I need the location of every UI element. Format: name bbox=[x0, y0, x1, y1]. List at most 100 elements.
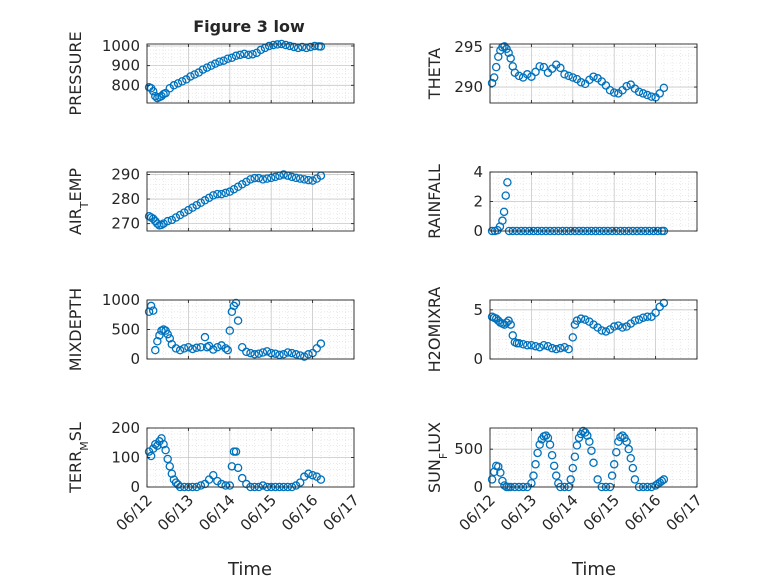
h2omixra-data-point bbox=[609, 322, 619, 331]
theta-y-tick-label: 290 bbox=[454, 78, 483, 96]
air-temp-data-point bbox=[208, 191, 218, 200]
terr-msl-data-point bbox=[237, 473, 247, 483]
sun-flux-axes-box bbox=[489, 427, 698, 488]
terr-msl-data-point bbox=[304, 469, 313, 478]
air-temp-data-point bbox=[196, 198, 206, 207]
air-temp-data-point bbox=[229, 184, 239, 194]
panel-air-temp: 270 280 290 AIRTEMP bbox=[66, 165, 355, 235]
pressure-axes-box bbox=[146, 43, 355, 104]
pressure-data-point bbox=[264, 41, 274, 51]
figure-title: Figure 3 low bbox=[193, 17, 305, 36]
rainfall-y-axis-label: RAINFALL bbox=[425, 164, 444, 239]
sun-flux-data-point bbox=[614, 437, 623, 446]
pressure-data-point bbox=[148, 86, 158, 96]
mixdepth-data-point bbox=[225, 326, 235, 335]
sun-flux-data-point bbox=[529, 471, 538, 480]
terr-msl-data-point bbox=[231, 447, 241, 456]
theta-data-point bbox=[568, 73, 578, 82]
air-temp-data-point bbox=[237, 180, 247, 189]
mixdepth-data-point bbox=[192, 343, 201, 353]
theta-data-point bbox=[514, 71, 524, 81]
terr-msl-data-point bbox=[217, 479, 226, 489]
air-temp-plot-area bbox=[147, 172, 354, 231]
sun-flux-data-point bbox=[547, 450, 557, 460]
mixdepth-data-point bbox=[254, 349, 264, 358]
h2omixra-data-point bbox=[618, 323, 627, 332]
air-temp-data-point bbox=[171, 213, 181, 222]
mixdepth-data-point bbox=[144, 307, 154, 317]
air-temp-y-tick-label: 280 bbox=[111, 190, 140, 208]
mixdepth-data-point bbox=[271, 349, 280, 358]
mixdepth-y-tick-label: 500 bbox=[111, 321, 140, 339]
h2omixra-axes-box bbox=[489, 299, 698, 360]
sun-flux-data-point bbox=[533, 448, 542, 458]
air-temp-data-point bbox=[304, 175, 313, 185]
h2omixra-data-point bbox=[539, 340, 549, 350]
mixdepth-y-tick-label: 1000 bbox=[102, 291, 140, 309]
theta-data-point bbox=[502, 44, 511, 54]
h2omixra-data-point bbox=[643, 312, 652, 321]
air-temp-data-point bbox=[153, 219, 162, 228]
theta-axes-box bbox=[489, 43, 698, 104]
pressure-y-tick-label: 900 bbox=[111, 57, 140, 75]
theta-data-point bbox=[531, 67, 540, 77]
mixdepth-data-point bbox=[200, 332, 210, 342]
theta-data-point bbox=[506, 54, 515, 63]
air-temp-data-point bbox=[246, 175, 255, 184]
theta-data-point bbox=[527, 72, 536, 81]
terr-msl-y-axis-label: TERRMSL bbox=[66, 422, 91, 494]
panel-theta: 290 295 THETA bbox=[425, 38, 698, 104]
mixdepth-y-axis-label: MIXDEPTH bbox=[66, 288, 85, 371]
h2omixra-data-point bbox=[547, 343, 557, 353]
sun-flux-data-point bbox=[587, 446, 596, 455]
theta-data-point bbox=[535, 62, 544, 71]
pressure-data-point bbox=[297, 42, 307, 52]
h2omixra-data-point bbox=[576, 314, 586, 323]
sun-flux-y-tick-label: 500 bbox=[454, 440, 483, 458]
h2omixra-data-point bbox=[556, 343, 565, 353]
pressure-data-point bbox=[269, 40, 278, 50]
mixdepth-y-tick-label: 0 bbox=[130, 350, 140, 368]
sun-flux-data-point bbox=[549, 461, 559, 471]
mixdepth-data-point bbox=[223, 345, 232, 355]
pressure-data-point bbox=[235, 50, 245, 60]
air-temp-axes-box bbox=[146, 171, 355, 232]
air-temp-data-point bbox=[192, 200, 201, 210]
pressure-data-point bbox=[173, 79, 183, 88]
pressure-data-point bbox=[190, 70, 199, 79]
sun-flux-data-point bbox=[585, 437, 594, 446]
h2omixra-data-point bbox=[527, 340, 536, 350]
terr-msl-y-tick-label: 200 bbox=[111, 419, 140, 437]
air-temp-data-point bbox=[271, 172, 280, 182]
air-temp-data-point bbox=[213, 189, 222, 199]
air-temp-data-point bbox=[159, 219, 168, 228]
air-temp-data-point bbox=[184, 205, 193, 215]
pressure-data-point bbox=[248, 49, 257, 59]
mixdepth-data-point bbox=[287, 348, 297, 358]
h2omixra-y-tick-label: 0 bbox=[473, 350, 483, 368]
mixdepth-data-point bbox=[221, 344, 230, 353]
rainfall-data-point bbox=[501, 191, 510, 200]
sun-flux-data-point bbox=[572, 441, 582, 450]
theta-data-point bbox=[638, 89, 648, 98]
theta-data-point bbox=[609, 88, 619, 97]
panel-mixdepth: 0 500 1000 MIXDEPTH bbox=[66, 288, 355, 371]
pressure-data-point bbox=[310, 41, 319, 51]
pressure-y-tick-label: 1000 bbox=[102, 37, 140, 55]
h2omixra-data-point bbox=[659, 298, 669, 308]
air-temp-data-point bbox=[295, 174, 305, 183]
h2omixra-data-point bbox=[531, 341, 540, 351]
rainfall-data-point bbox=[503, 178, 512, 187]
air-temp-y-tick-label: 270 bbox=[111, 215, 140, 233]
sun-flux-data-point bbox=[612, 447, 621, 457]
mixdepth-data-point bbox=[175, 345, 185, 355]
terr-msl-data-point bbox=[295, 478, 305, 487]
mixdepth-data-point bbox=[231, 298, 241, 308]
terr-msl-data-point bbox=[196, 481, 206, 490]
pressure-data-point bbox=[306, 42, 315, 52]
h2omixra-data-point bbox=[502, 318, 511, 327]
pressure-y-tick-label: 800 bbox=[111, 76, 140, 94]
h2omixra-data-point bbox=[506, 320, 515, 329]
mixdepth-data-point bbox=[208, 345, 218, 354]
